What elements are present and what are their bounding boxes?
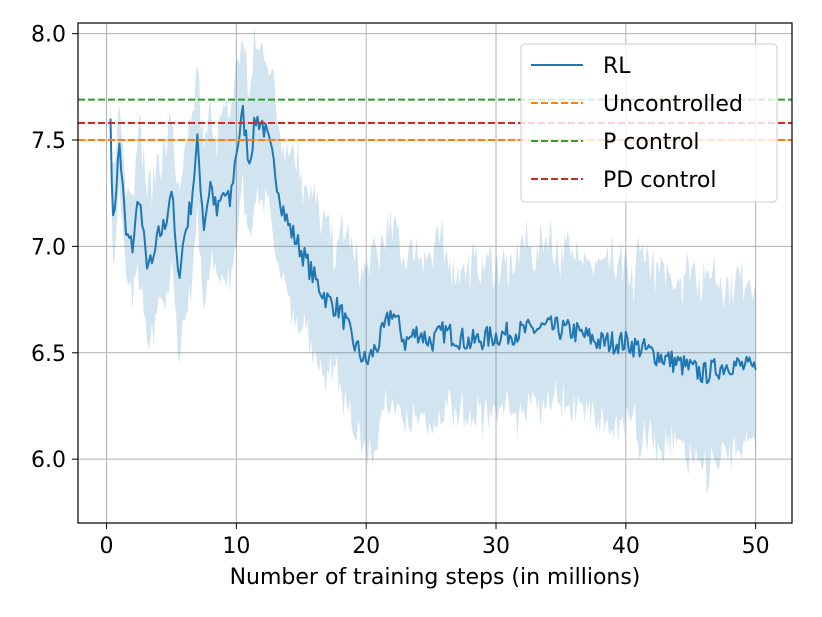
ticks: 0 10 20 30 40 50 6.0 6.5 7.0 7.5 8.0 bbox=[31, 23, 770, 559]
plot-frame bbox=[77, 22, 793, 524]
legend: RL Uncontrolled P control PD control bbox=[520, 43, 778, 203]
x-tick-label: 0 bbox=[100, 534, 114, 559]
x-axis-label: Number of training steps (in millions) bbox=[230, 565, 641, 590]
legend-label: RL bbox=[603, 54, 631, 79]
legend-box bbox=[520, 43, 778, 203]
x-tick-label: 20 bbox=[352, 534, 380, 559]
x-tick-label: 30 bbox=[482, 534, 510, 559]
y-tick-label: 8.0 bbox=[31, 23, 66, 48]
x-tick-label: 40 bbox=[612, 534, 640, 559]
rl-line bbox=[109, 104, 757, 385]
legend-label: Uncontrolled bbox=[603, 92, 743, 117]
x-tick-label: 10 bbox=[222, 534, 250, 559]
confidence-band-layer bbox=[110, 26, 756, 494]
y-tick-label: 7.5 bbox=[31, 129, 66, 154]
y-tick-label: 6.0 bbox=[31, 448, 66, 473]
legend-label: P control bbox=[603, 130, 700, 155]
rl-confidence-band bbox=[110, 26, 756, 494]
y-tick-label: 6.5 bbox=[31, 342, 66, 367]
x-tick-label: 50 bbox=[742, 534, 770, 559]
legend-label: PD control bbox=[603, 168, 716, 193]
y-tick-label: 7.0 bbox=[31, 235, 66, 260]
